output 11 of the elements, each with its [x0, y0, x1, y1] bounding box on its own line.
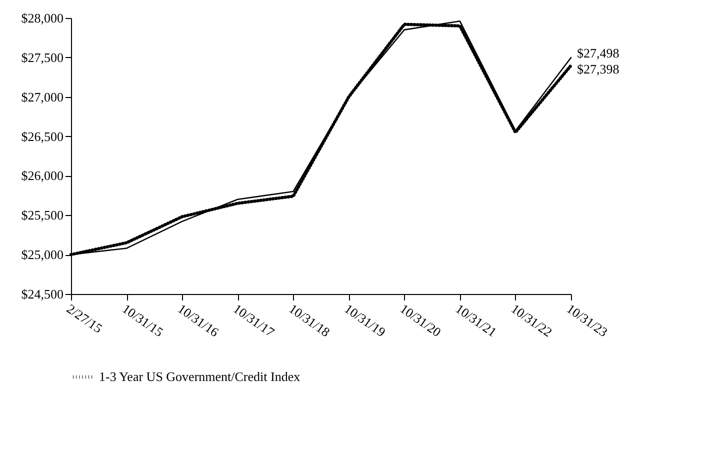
y-tick-label: $24,500: [21, 286, 64, 302]
y-tick-label: $27,500: [21, 50, 64, 65]
y-tick-label: $28,000: [21, 10, 64, 26]
annotation: $27,398: [577, 61, 620, 76]
y-tick-label: $26,500: [21, 128, 64, 144]
y-tick-label: $25,000: [21, 247, 64, 262]
legend-label: 1-3 Year US Government/Credit Index: [99, 369, 301, 384]
y-tick-label: $27,000: [21, 89, 64, 104]
annotation: $27,498: [577, 46, 620, 61]
y-tick-label: $26,000: [21, 168, 64, 184]
y-tick-label: $25,500: [21, 208, 64, 223]
